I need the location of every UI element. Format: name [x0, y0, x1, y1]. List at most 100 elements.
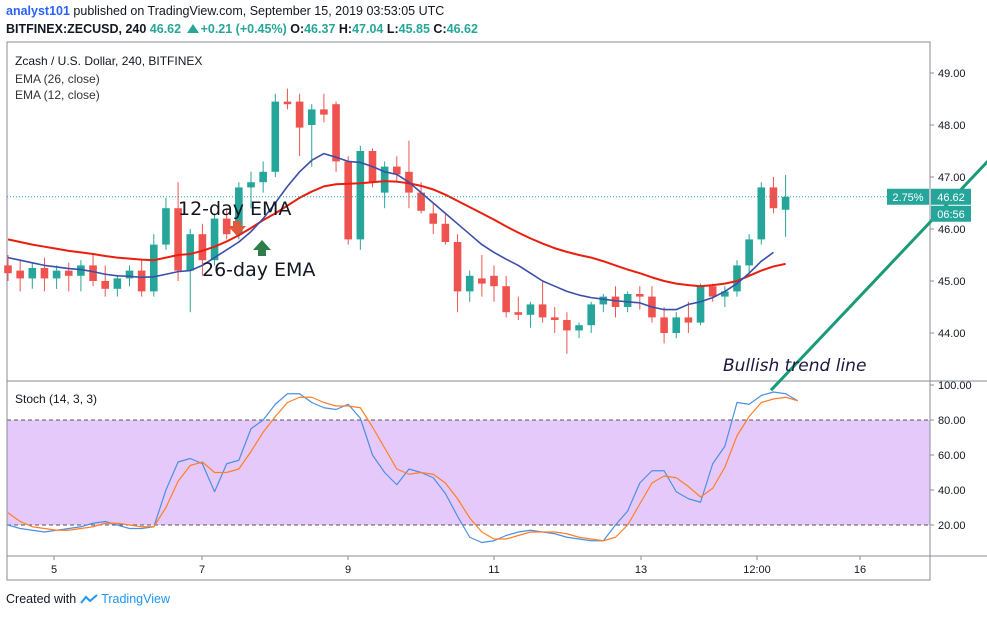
candle-body	[52, 270, 61, 279]
candle-body	[295, 101, 304, 128]
ohlc-low-label: L:	[386, 22, 399, 36]
candle-body	[283, 101, 292, 105]
candle-body	[271, 101, 280, 172]
candle-body	[77, 265, 85, 276]
candle-body	[623, 294, 632, 307]
ema12-line	[7, 152, 774, 311]
candle-body	[186, 234, 195, 271]
bullish-trend-line	[769, 159, 987, 392]
candle-body	[356, 151, 365, 240]
x-tick-label: 12:00	[743, 564, 771, 576]
candle-body	[235, 187, 243, 235]
countdown-badge	[931, 205, 971, 222]
candle-body	[4, 265, 12, 274]
chart-title: Zcash / U.S. Dollar, 240, BITFINEX	[15, 54, 202, 68]
ohlc-low: 45.85	[398, 22, 430, 36]
candle-body	[64, 270, 73, 276]
candle-body	[575, 325, 583, 331]
ema12-annotation: 12-day EMA	[178, 198, 291, 220]
ohlc-high-label: H:	[338, 22, 353, 36]
candle-body	[611, 296, 620, 307]
price-badge	[931, 188, 971, 205]
candle-body	[441, 223, 450, 242]
candle-body	[708, 286, 717, 297]
ohlc-close: 46.62	[446, 22, 478, 36]
candle-body	[429, 213, 438, 224]
y-tick-label: 48.00	[938, 120, 966, 132]
y-tick-label: 44.00	[938, 328, 966, 340]
candle-body	[125, 270, 134, 279]
candle-body	[89, 265, 97, 281]
publish-text: published on TradingView.com, September …	[73, 4, 445, 18]
y-tick-label: 47.00	[938, 172, 966, 184]
candle-body	[563, 320, 571, 331]
candle-body	[101, 281, 109, 289]
last-price: 46.62	[149, 22, 182, 36]
tradingview-logo-icon	[80, 594, 98, 604]
footer: Created with TradingView	[6, 592, 170, 606]
ohlc-open: 46.37	[304, 22, 336, 36]
candle-body	[417, 192, 425, 211]
created-with-text: Created with	[6, 592, 77, 606]
candle-body	[636, 294, 644, 297]
x-tick-label: 5	[51, 564, 57, 576]
ohlc-open-label: O:	[290, 22, 305, 36]
candle-body	[113, 278, 122, 289]
stoch-band	[7, 420, 930, 525]
candle-body	[672, 317, 681, 333]
ema26-annotation: 26-day EMA	[202, 259, 315, 281]
author-link[interactable]: analyst101	[6, 4, 70, 18]
x-tick-label: 11	[488, 564, 499, 576]
candle-body	[198, 234, 207, 261]
price-badge-label: 46.62	[937, 192, 965, 204]
candle-body	[684, 317, 693, 323]
candle-body	[380, 166, 389, 193]
candle-body	[40, 268, 49, 279]
candle-body	[28, 268, 37, 279]
candle-body	[162, 208, 170, 245]
ohlc-high: 47.04	[352, 22, 384, 36]
countdown-label: 06:56	[937, 209, 965, 221]
stoch-d-line	[7, 396, 798, 542]
candle-body	[259, 171, 267, 183]
stoch-tick-label: 80.00	[938, 415, 966, 427]
candle-body	[538, 304, 547, 318]
trend-annotation: Bullish trend line	[723, 356, 866, 376]
y-tick-label: 45.00	[938, 276, 966, 288]
candle-body	[320, 109, 328, 115]
candle-body	[465, 275, 474, 292]
candle-body	[453, 242, 462, 292]
candle-body	[137, 270, 146, 292]
candle-body	[526, 304, 535, 315]
candle-body	[174, 208, 182, 271]
candle-body	[247, 182, 255, 188]
change-badge-label: 2.75%	[892, 192, 923, 204]
candle-body	[696, 286, 705, 323]
candle-body	[344, 161, 352, 240]
candle-body	[769, 187, 778, 209]
candle-body	[599, 296, 608, 305]
candle-body	[757, 187, 766, 240]
stoch-title: Stoch (14, 3, 3)	[15, 392, 97, 406]
legend-ema12: EMA (12, close)	[15, 88, 100, 102]
candle-body	[490, 275, 498, 287]
candle-body	[660, 317, 668, 333]
ohlc-close-label: C:	[433, 22, 447, 36]
tradingview-link[interactable]: TradingView	[101, 592, 170, 606]
candle-body	[550, 317, 559, 320]
candle-body	[745, 239, 753, 266]
legend-ema26: EMA (26, close)	[15, 72, 100, 86]
candle-body	[587, 304, 595, 326]
candle-body	[478, 278, 486, 284]
stoch-tick-label: 60.00	[938, 450, 966, 462]
x-tick-label: 13	[635, 564, 647, 576]
stoch-tick-label: 100.00	[938, 380, 972, 392]
candle-body	[502, 286, 510, 313]
down-arrow-icon	[228, 221, 246, 236]
up-arrow-icon	[186, 24, 199, 33]
candle-body	[16, 270, 24, 279]
candle-body	[210, 218, 219, 261]
candle-body	[150, 244, 158, 292]
y-tick-label: 49.00	[938, 68, 966, 80]
